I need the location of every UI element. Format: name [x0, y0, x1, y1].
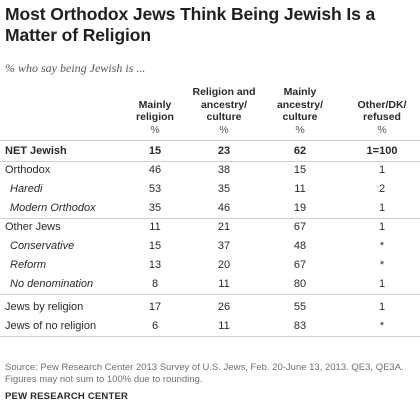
- table-cell: 1: [378, 301, 386, 313]
- column-header-line: Mainly: [283, 86, 317, 98]
- table-cell: 46: [148, 164, 162, 176]
- column-header: Other/DK/refused: [357, 99, 406, 124]
- column-header-line: culture: [206, 111, 242, 123]
- column-header-line: ancestry/: [200, 98, 248, 111]
- table-row: Haredi 53 35 11 2: [0, 180, 420, 199]
- table-cell: 1: [378, 164, 386, 176]
- credit-label: PEW RESEARCH CENTER: [5, 391, 129, 402]
- table-cell: 17: [148, 301, 162, 313]
- table-cell: 2: [378, 183, 386, 195]
- table-cell: 35: [148, 202, 162, 214]
- column-header-line: Mainly: [138, 98, 172, 111]
- chart-title: Most Orthodox Jews Think Being Jewish Is…: [5, 4, 376, 45]
- table-row: NET Jewish 15 23 62 1=100: [0, 142, 420, 161]
- table-row: Modern Orthodox 35 46 19 1: [0, 199, 420, 218]
- table-cell: 8: [151, 278, 159, 290]
- table-cell: 13: [148, 259, 162, 271]
- table-cell: 1: [378, 221, 386, 233]
- table-cell: 23: [217, 145, 231, 157]
- table-cell: 26: [217, 301, 231, 313]
- table-cell: 62: [293, 145, 307, 157]
- table-row: Conservative 15 37 48 *: [0, 237, 420, 256]
- table-cell: 11: [149, 221, 161, 233]
- table-cell: 21: [217, 221, 231, 233]
- row-divider: [0, 294, 420, 295]
- table-cell: 48: [293, 240, 307, 252]
- table-cell: 20: [217, 259, 231, 271]
- table-cell: 11: [218, 278, 230, 290]
- column-header: Religion and ancestry/culture: [193, 86, 256, 124]
- table-cell: *: [379, 259, 385, 271]
- table-cell: 11: [294, 183, 306, 195]
- table-cell: 15: [293, 164, 307, 176]
- chart-subtitle: % who say being Jewish is ...: [5, 61, 146, 75]
- table-cell: 11: [218, 320, 230, 332]
- column-header: Mainly ancestry/culture: [277, 86, 323, 124]
- row-label: Jews of no religion: [5, 320, 97, 332]
- table-cell: *: [379, 320, 385, 332]
- table-row: Other Jews 11 21 67 1: [0, 218, 420, 237]
- column-header-line: religion: [136, 111, 174, 123]
- row-label: No denomination: [10, 278, 94, 290]
- table-cell: 19: [293, 202, 307, 214]
- row-divider: [0, 140, 420, 141]
- row-label: Orthodox: [5, 164, 51, 176]
- table-cell: 83: [293, 320, 307, 332]
- column-header-line: Other/DK/: [357, 98, 407, 111]
- row-label: Haredi: [10, 183, 43, 195]
- table-cell: 67: [293, 221, 307, 233]
- table-cell: 37: [217, 240, 231, 252]
- table-cell: 46: [217, 202, 231, 214]
- column-header: Mainly religion: [136, 99, 174, 124]
- table-cell: 1=100: [366, 145, 398, 157]
- table-cell: 15: [148, 145, 162, 157]
- row-label: Modern Orthodox: [10, 202, 96, 214]
- table-cell: 38: [217, 164, 231, 176]
- table-cell: 6: [151, 320, 159, 332]
- row-divider: [0, 336, 420, 337]
- unit-label: %: [219, 124, 229, 136]
- table-row: Jews by religion 17 26 55 1: [0, 298, 420, 317]
- column-header-line: ancestry/: [276, 98, 324, 111]
- row-divider: [0, 218, 420, 219]
- table-row: Jews of no religion 6 11 83 *: [0, 317, 420, 336]
- table-cell: 1: [378, 202, 386, 214]
- table-cell: 35: [217, 183, 231, 195]
- source-note: Source: Pew Research Center 2013 Survey …: [5, 362, 404, 385]
- table-row: No denomination 8 11 80 1: [0, 275, 420, 294]
- table-cell: 1: [378, 278, 386, 290]
- table-cell: 67: [293, 259, 307, 271]
- column-header-line: Religion and: [192, 86, 256, 98]
- unit-label: %: [377, 124, 387, 136]
- row-label: NET Jewish: [5, 145, 67, 157]
- table-cell: 80: [293, 278, 307, 290]
- unit-label: %: [150, 124, 160, 136]
- table-row: Reform 13 20 67 *: [0, 256, 420, 275]
- table-cell: 53: [148, 183, 162, 195]
- column-header-line: culture: [282, 111, 318, 123]
- unit-label: %: [295, 124, 305, 136]
- row-label: Other Jews: [5, 221, 61, 233]
- table-cell: *: [379, 240, 385, 252]
- row-label: Jews by religion: [5, 301, 84, 313]
- table-cell: 15: [148, 240, 162, 252]
- column-header-line: refused: [363, 111, 401, 123]
- row-divider: [0, 161, 420, 162]
- row-label: Conservative: [10, 240, 75, 252]
- row-label: Reform: [10, 259, 47, 271]
- table-row: Orthodox 46 38 15 1: [0, 161, 420, 180]
- table-cell: 55: [293, 301, 307, 313]
